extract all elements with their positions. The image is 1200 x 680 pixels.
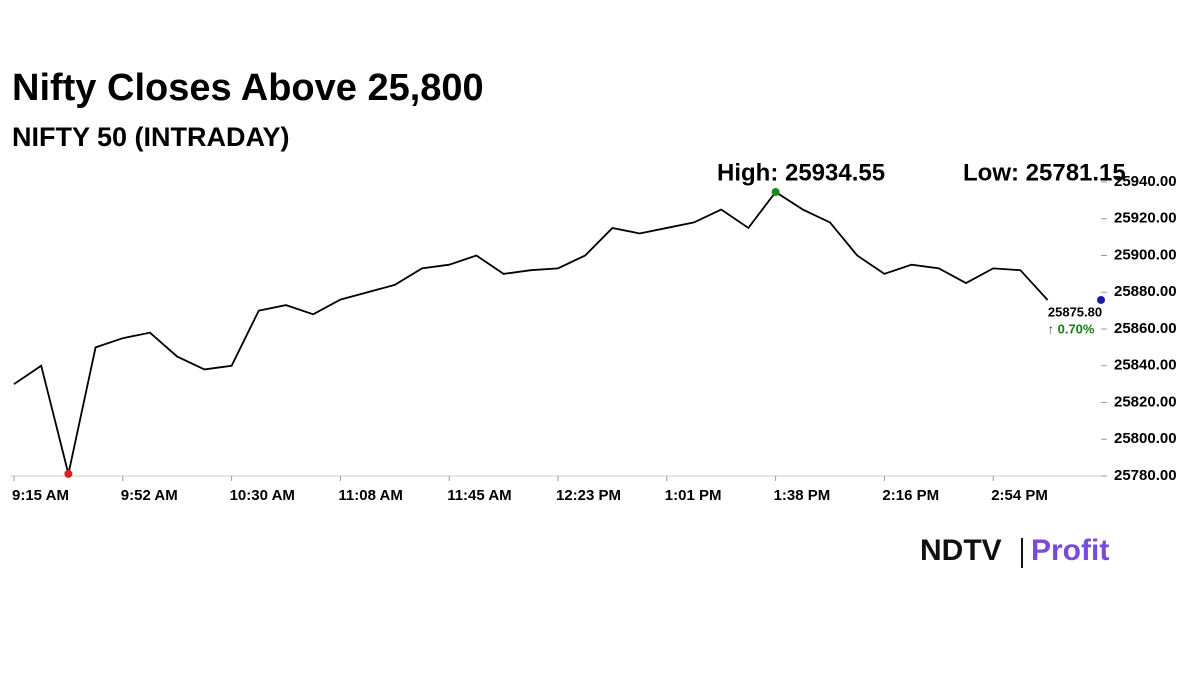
x-tick-label: 11:45 AM bbox=[447, 487, 511, 504]
x-tick-label: 9:15 AM bbox=[12, 487, 69, 504]
change-label: ↑ 0.70% bbox=[1048, 321, 1095, 336]
high-label: High: 25934.55 bbox=[717, 159, 885, 186]
chart-title: Nifty Closes Above 25,800 bbox=[12, 67, 484, 109]
x-tick-label: 10:30 AM bbox=[230, 487, 295, 504]
y-tick-label: 25840.00 bbox=[1114, 357, 1177, 374]
x-tick-label: 1:38 PM bbox=[774, 487, 831, 504]
low-marker bbox=[64, 469, 73, 478]
chart-subtitle: NIFTY 50 (INTRADAY) bbox=[12, 122, 290, 152]
last-marker bbox=[1097, 295, 1105, 304]
y-tick-label: 25800.00 bbox=[1114, 430, 1177, 447]
x-tick-label: 1:01 PM bbox=[665, 487, 722, 504]
last-label: 25875.80 bbox=[1048, 304, 1102, 319]
y-tick-label: 25780.00 bbox=[1114, 467, 1177, 484]
y-tick-label: 25900.00 bbox=[1114, 246, 1177, 263]
brand-profit: Profit bbox=[1031, 534, 1109, 567]
x-tick-label: 12:23 PM bbox=[556, 487, 621, 504]
y-tick-label: 25820.00 bbox=[1114, 393, 1177, 410]
y-tick-label: 25920.00 bbox=[1114, 210, 1177, 227]
x-tick-label: 2:54 PM bbox=[991, 487, 1048, 504]
x-tick-label: 2:16 PM bbox=[882, 487, 939, 504]
low-label: Low: 25781.15 bbox=[963, 159, 1126, 186]
high-marker bbox=[771, 188, 780, 197]
x-tick-label: 11:08 AM bbox=[338, 487, 402, 504]
price-line bbox=[13, 190, 1049, 475]
brand-ndtv: NDTV bbox=[920, 534, 1002, 567]
y-tick-label: 25860.00 bbox=[1114, 320, 1177, 337]
x-tick-label: 9:52 AM bbox=[121, 487, 178, 504]
y-tick-label: 25880.00 bbox=[1114, 283, 1177, 300]
y-tick-label: 25940.00 bbox=[1114, 173, 1177, 190]
